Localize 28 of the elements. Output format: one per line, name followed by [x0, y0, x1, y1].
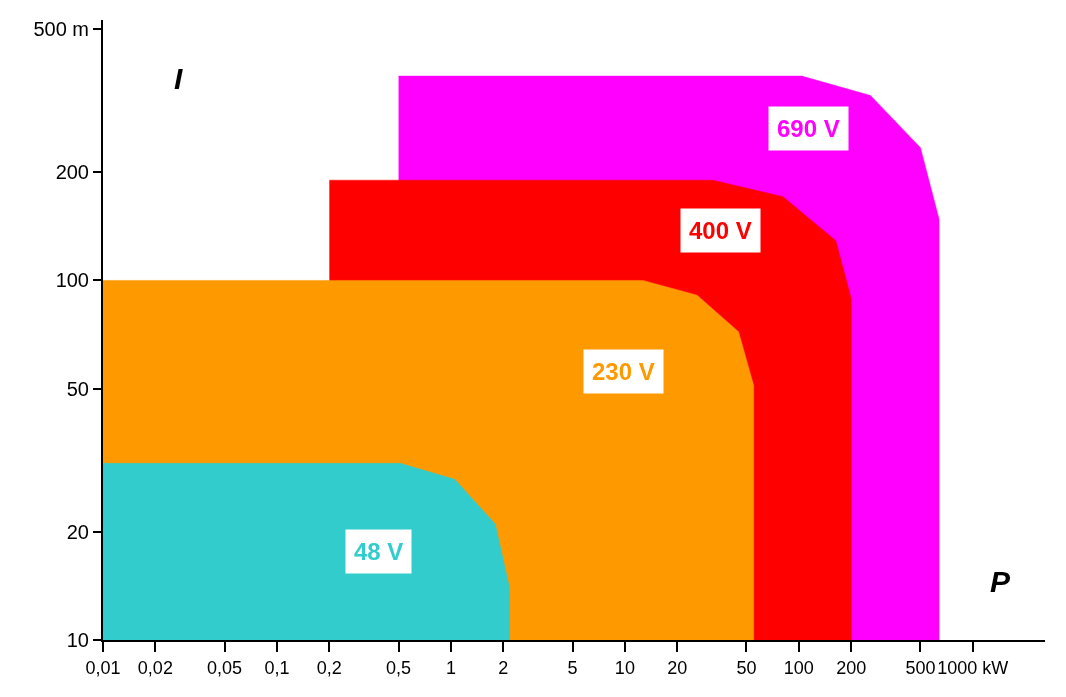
y-axis-title: I — [174, 62, 183, 95]
x-tick-label: 0,02 — [137, 657, 173, 678]
series-label: 690 V — [777, 115, 840, 142]
x-tick-label: 0,1 — [264, 657, 290, 678]
x-tick-label: 1 — [445, 657, 456, 678]
y-tick-label: 200 — [55, 161, 89, 184]
series-label: 400 V — [689, 217, 752, 244]
y-tick-label: 50 — [66, 377, 89, 400]
x-axis-title: P — [990, 565, 1011, 598]
series-label: 48 V — [354, 538, 404, 565]
x-tick-label: 10 — [614, 657, 635, 678]
x-tick-label: 0,2 — [316, 657, 342, 678]
x-tick-label: 100 — [783, 657, 814, 678]
y-tick-label: 20 — [66, 520, 89, 543]
x-tick-label: 20 — [667, 657, 688, 678]
x-tick-label: 2 — [498, 657, 509, 678]
x-tick-label: 500 — [905, 657, 936, 678]
x-tick-label: 200 — [836, 657, 867, 678]
y-tick-label: 10 — [66, 629, 89, 651]
x-tick-label: 0,5 — [386, 657, 412, 678]
x-tick-label: 50 — [736, 657, 757, 678]
x-tick-label: 5 — [567, 657, 578, 678]
y-tick-label: 500 m — [33, 18, 89, 41]
series-label: 230 V — [592, 358, 655, 385]
x-tick-label: 0,01 — [85, 657, 121, 678]
x-tick-label: 1000 kW — [937, 657, 1009, 678]
y-tick-label: 100 — [55, 269, 89, 292]
x-tick-label: 0,05 — [207, 657, 243, 678]
